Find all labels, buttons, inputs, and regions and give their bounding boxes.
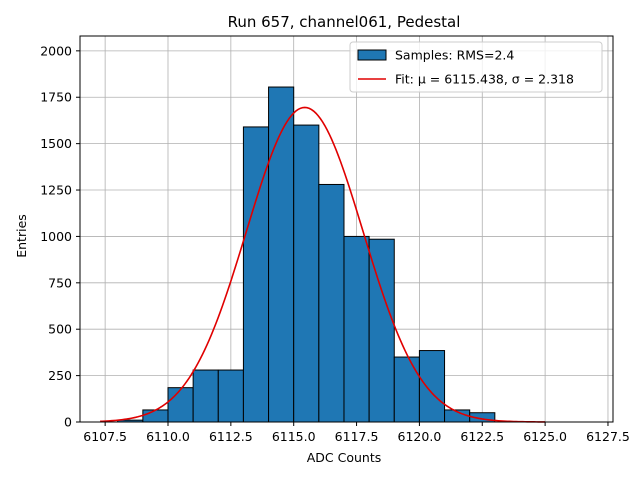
x-axis-label: ADC Counts	[307, 450, 382, 465]
legend-box	[349, 41, 603, 93]
y-tick-label: 1750	[40, 90, 72, 105]
y-tick-label: 250	[48, 368, 72, 383]
y-tick-label: 500	[48, 322, 72, 337]
histogram-bar	[393, 356, 420, 423]
x-tick-label: 6107.5	[83, 429, 127, 444]
axes: 6107.5 6110.0 6112.5 6115.0 6117.5 6120.0 6122…	[40, 35, 630, 444]
y-axis-label: Entries	[14, 214, 29, 258]
chart-title: Run 657, channel061, Pedestal	[228, 13, 461, 31]
histogram-bar	[343, 235, 370, 423]
histogram-bars	[117, 86, 496, 423]
x-tick-label: 6117.5	[335, 429, 379, 444]
histogram-bar	[142, 409, 169, 423]
legend-patch	[357, 49, 387, 61]
x-tick-label: 6127.5	[586, 429, 630, 444]
plot-frame	[79, 35, 614, 423]
x-tick-label: 6122.5	[460, 429, 504, 444]
histogram-bar	[368, 238, 395, 423]
histogram-bar	[167, 387, 194, 423]
histogram-bar	[293, 124, 320, 423]
x-tick-label: 6120.0	[398, 429, 442, 444]
x-tick-label: 6125.0	[523, 429, 567, 444]
y-tick-label: 1500	[40, 136, 72, 151]
legend: Samples: RMS=2.4 Fit: μ = 6115.438, σ = 2…	[349, 41, 603, 93]
legend-label: Samples: RMS=2.4	[395, 48, 514, 63]
fit-curve	[100, 106, 546, 423]
y-tick-label: 750	[48, 275, 72, 290]
x-tick-label: 6110.0	[146, 429, 190, 444]
y-tick-label: 1250	[40, 183, 72, 198]
y-tick-label: 0	[64, 415, 72, 430]
histogram-bar	[318, 183, 345, 423]
histogram-bar	[418, 350, 446, 423]
histogram-bar	[268, 86, 295, 423]
legend-label: Fit: μ = 6115.438, σ = 2.318	[395, 72, 574, 87]
x-tick-label: 6112.5	[209, 429, 253, 444]
fit-curve-group	[100, 106, 546, 423]
histogram-bar	[217, 369, 244, 423]
histogram-bar	[192, 369, 219, 423]
x-tick-label: 6115.0	[272, 429, 316, 444]
y-tick-label: 1000	[40, 229, 72, 244]
y-tick-label: 2000	[40, 43, 72, 58]
